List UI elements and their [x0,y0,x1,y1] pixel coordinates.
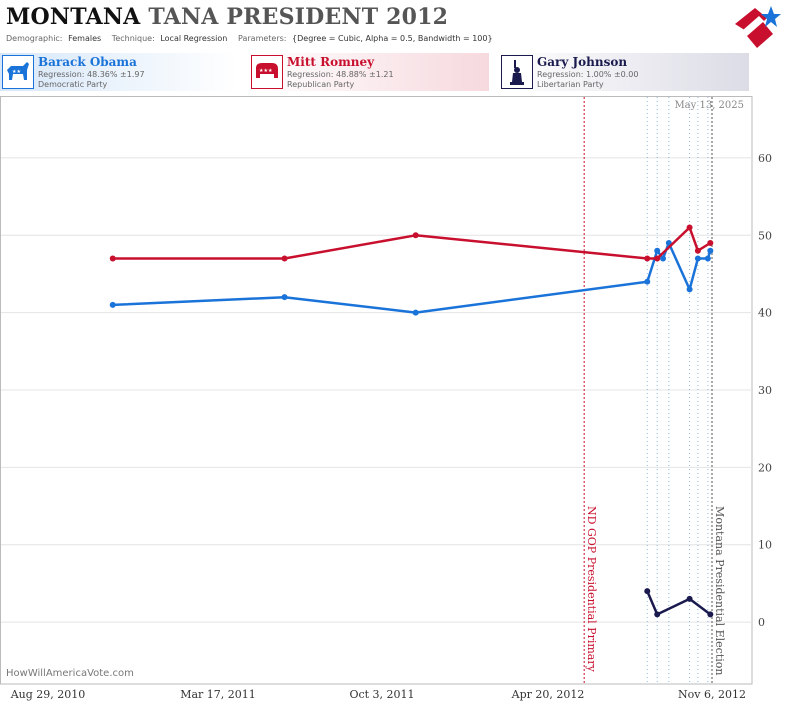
data-point [109,255,116,262]
data-point [707,240,714,246]
candidate-party: Democratic Party [38,80,108,89]
statue-of-liberty-icon [501,55,533,89]
candidate-name: Gary Johnson [537,55,628,69]
data-point [694,247,701,254]
election-marker-label: Montana Presidential Election [713,506,726,675]
data-point [654,255,661,262]
data-point [654,247,661,254]
date-stamp: May 13, 2025 [674,100,744,111]
series-line [646,590,712,616]
site-watermark: HowWillAmericaVote.com [6,668,134,679]
legend-romney: ★★★ Mitt Romney Regression: 48.88% ±1.21… [249,53,489,91]
candidate-party: Republican Party [287,80,355,89]
data-point [686,286,693,293]
y-tick-label: 20 [758,461,772,474]
x-tick-label: Oct 3, 2011 [349,688,414,701]
data-point [686,595,693,602]
data-point [707,247,714,254]
demographic-value: Females [68,34,102,43]
candidate-name: Mitt Romney [287,55,375,69]
y-tick-label: 10 [758,539,772,552]
data-point [109,301,116,308]
candidate-legend: ★★ Barack Obama Regression: 48.36% ±1.97… [0,53,789,93]
title-race: TANA PRESIDENT 2012 [148,4,449,30]
candidate-name: Barack Obama [38,55,137,69]
y-tick-label: 50 [758,229,772,242]
x-tick-label: Nov 6, 2012 [678,688,746,701]
data-point [686,224,693,231]
title-state: MONTANA [6,4,141,30]
republican-elephant-icon: ★★★ [251,55,283,89]
democrat-donkey-icon: ★★ [2,55,34,89]
y-tick-label: 0 [758,616,765,629]
technique-label: Technique: [111,34,155,43]
data-point [660,255,667,262]
poll-chart: 0 10 20 30 40 50 60 Aug 29, 2010 Mar 17, 2011 Oct… [0,96,772,701]
data-point [704,255,711,262]
data-point [644,278,651,285]
candidate-party: Libertarian Party [537,80,604,89]
parameters-value: {Degree = Cubic, Alpha = 0.5, Bandwidth … [292,34,493,43]
series-line [112,226,711,260]
data-point [707,611,714,618]
x-tick-label: Apr 20, 2012 [511,688,585,701]
x-tick-label: Aug 29, 2010 [10,688,86,701]
parameters-label: Parameters: [238,34,287,43]
data-point [412,232,419,239]
data-point [644,255,651,262]
x-tick-label: Mar 17, 2011 [180,688,256,701]
candidate-regression: Regression: 48.36% ±1.97 [38,70,145,79]
y-tick-label: 40 [758,307,772,320]
data-point [644,588,651,595]
site-logo-icon [735,6,781,48]
parameters-line: Demographic: Females Technique: Local Re… [6,34,496,43]
legend-johnson: Gary Johnson Regression: 1.00% ±0.00 Lib… [499,53,749,91]
technique-value: Local Regression [160,34,228,43]
data-point [281,294,288,301]
candidate-regression: Regression: 1.00% ±0.00 [537,70,639,79]
y-tick-label: 60 [758,152,772,165]
y-tick-label: 30 [758,384,772,397]
data-point [694,255,701,262]
svg-text:★★: ★★ [12,69,21,75]
candidate-regression: Regression: 48.88% ±1.21 [287,70,394,79]
demographic-label: Demographic: [6,34,63,43]
data-point [412,309,419,316]
page-title: MONTANA TANA PRESIDENT 2012 [6,4,448,30]
legend-obama: ★★ Barack Obama Regression: 48.36% ±1.97… [0,53,238,91]
data-point [281,255,288,262]
svg-text:★★★: ★★★ [259,68,273,74]
primary-marker-label: ND GOP Presidential Primary [585,506,598,673]
data-point [654,611,661,618]
